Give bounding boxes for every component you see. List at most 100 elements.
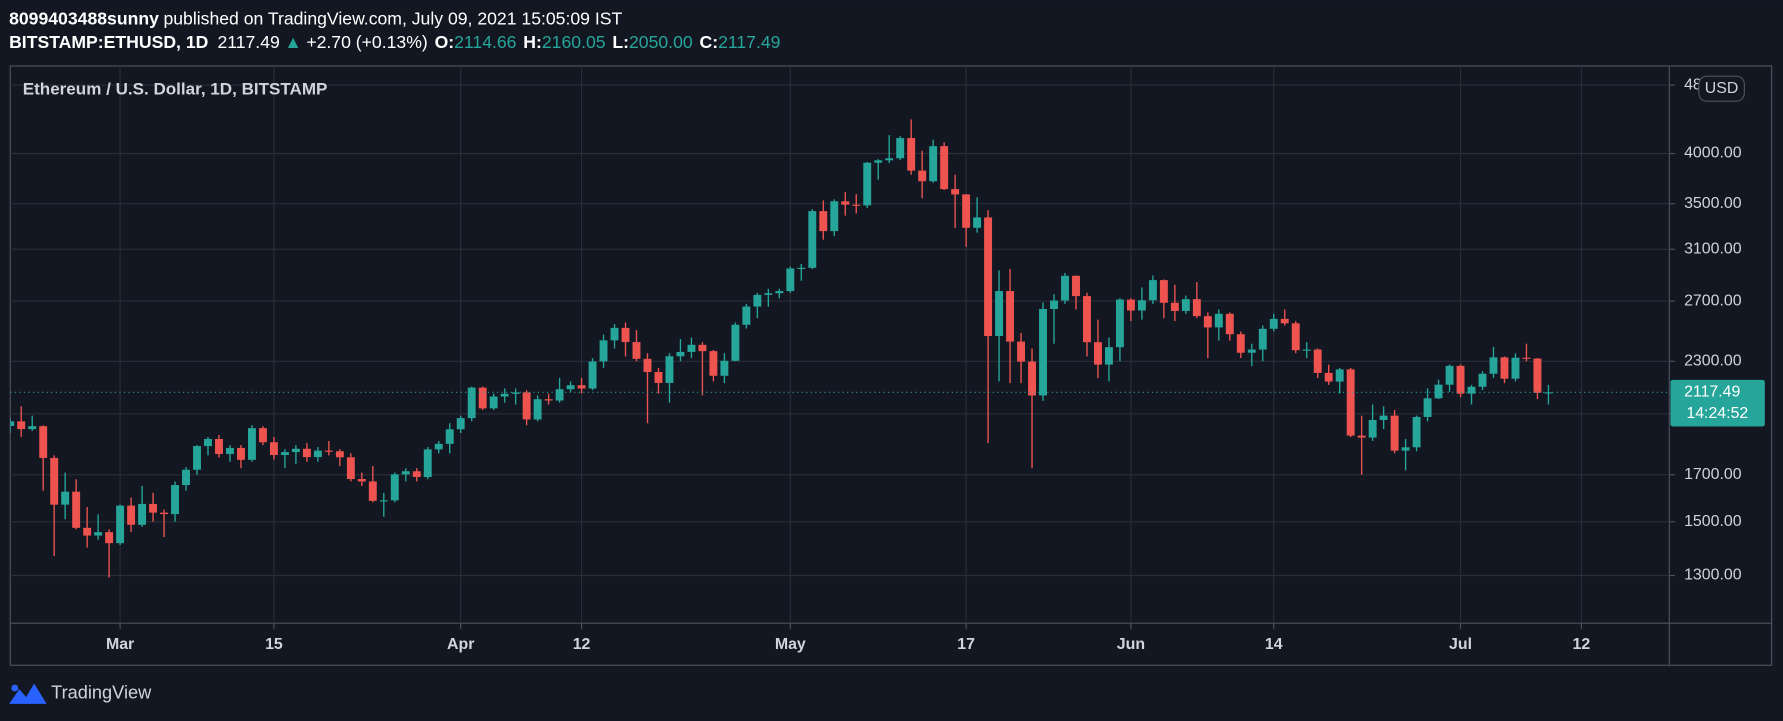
- candle-body: [940, 146, 949, 190]
- l-label: L:: [612, 32, 629, 52]
- candle-body: [698, 344, 707, 352]
- candle-body: [215, 438, 223, 454]
- candle-body: [1335, 369, 1344, 382]
- candle-body: [1104, 347, 1113, 365]
- candle-body: [1324, 372, 1333, 382]
- candle-body: [193, 446, 201, 470]
- candle-body: [577, 385, 586, 389]
- candle-body: [10, 421, 15, 426]
- x-tick-label: Apr: [447, 636, 474, 653]
- candle-body: [434, 443, 443, 450]
- candle-body: [171, 485, 179, 515]
- candle-body: [929, 146, 938, 182]
- x-tick-label: Mar: [106, 636, 134, 653]
- candle-body: [467, 387, 476, 419]
- candle-body: [324, 450, 333, 452]
- candle-body: [105, 532, 114, 544]
- arrow: ▲: [284, 32, 301, 52]
- candle-body: [138, 503, 147, 525]
- candle-body: [852, 204, 861, 206]
- candle-body: [1028, 361, 1036, 396]
- candle-body: [1061, 275, 1069, 301]
- candle-body: [1148, 280, 1157, 301]
- candle-body: [500, 393, 509, 397]
- candle-body: [775, 291, 784, 294]
- candle-body: [1072, 275, 1080, 297]
- candle-body: [533, 399, 542, 420]
- logo-icon: [9, 683, 47, 704]
- candle-body: [621, 327, 630, 343]
- price-badge: [1670, 379, 1765, 427]
- candle-body: [918, 170, 927, 182]
- candle-body: [1126, 299, 1135, 311]
- candle-body: [72, 491, 81, 528]
- candle-body: [1006, 291, 1015, 342]
- candle-body: [995, 291, 1004, 337]
- candle-body: [687, 344, 696, 352]
- candle-body: [951, 189, 960, 195]
- candle-body: [160, 512, 169, 515]
- candle-body: [1083, 296, 1091, 343]
- candle-body: [1291, 323, 1300, 351]
- candle-body: [984, 217, 993, 337]
- y-tick-label: 3100.00: [1684, 240, 1742, 257]
- axes: 1300.001500.001700.002000.002300.002700.…: [106, 76, 1742, 653]
- c-label: C:: [699, 32, 718, 52]
- candle-body: [1445, 365, 1454, 385]
- candle-body: [50, 457, 59, 505]
- candle-body: [313, 450, 322, 458]
- candle-body: [39, 426, 48, 458]
- brand: TradingView: [51, 682, 152, 702]
- candle-body: [1236, 334, 1245, 353]
- candle-body: [237, 447, 245, 460]
- candle-body: [149, 503, 158, 513]
- chart-title: Ethereum / U.S. Dollar, 1D, BITSTAMP: [23, 79, 328, 98]
- candle-body: [632, 342, 641, 359]
- candle-body: [1478, 373, 1487, 387]
- candle-body: [841, 201, 850, 205]
- candle-body: [1423, 398, 1432, 417]
- candle-body: [654, 372, 663, 383]
- candles: [10, 119, 1670, 578]
- badges: 2117.49 14:24:52 USD: [1670, 75, 1765, 427]
- o-label: O:: [435, 32, 455, 52]
- candle-body: [1412, 416, 1421, 448]
- candle-body: [28, 426, 37, 430]
- candle-body: [269, 442, 278, 455]
- candle-body: [599, 340, 608, 362]
- candle-body: [555, 389, 564, 401]
- candle-body: [511, 392, 520, 394]
- candle-body: [522, 392, 531, 420]
- candle-body: [1214, 313, 1223, 328]
- candle-body: [1039, 308, 1047, 396]
- candle-body: [280, 452, 289, 455]
- header-line-1: 8099403488sunny published on TradingView.…: [9, 8, 622, 28]
- candle-body: [896, 138, 905, 159]
- candle-body: [489, 396, 498, 409]
- candle-body: [676, 351, 685, 357]
- candle-body: [665, 356, 674, 383]
- chart-frame: [9, 65, 1773, 666]
- candle-body: [566, 385, 575, 390]
- candle-body: [1050, 300, 1058, 309]
- symbol: BITSTAMP:ETHUSD, 1D: [9, 32, 208, 52]
- candle-body: [346, 457, 355, 480]
- candle-body: [182, 469, 190, 486]
- candle-body: [962, 194, 971, 228]
- published: published on TradingView.com, July 09, 2…: [163, 8, 622, 28]
- last: 2117.49: [217, 32, 279, 52]
- candle-body: [610, 327, 619, 341]
- x-tick-label: 17: [957, 636, 975, 653]
- candle-body: [1489, 357, 1498, 374]
- h-label: H:: [523, 32, 542, 52]
- candle-body: [709, 351, 718, 376]
- candle-body: [291, 448, 300, 453]
- y-tick-label: 2300.00: [1684, 352, 1742, 369]
- candle-body: [885, 158, 894, 161]
- candle-body: [1533, 358, 1542, 393]
- candle-body: [423, 449, 432, 477]
- candle-body: [797, 267, 806, 269]
- candle-body: [478, 387, 487, 409]
- candle-body: [1522, 357, 1531, 359]
